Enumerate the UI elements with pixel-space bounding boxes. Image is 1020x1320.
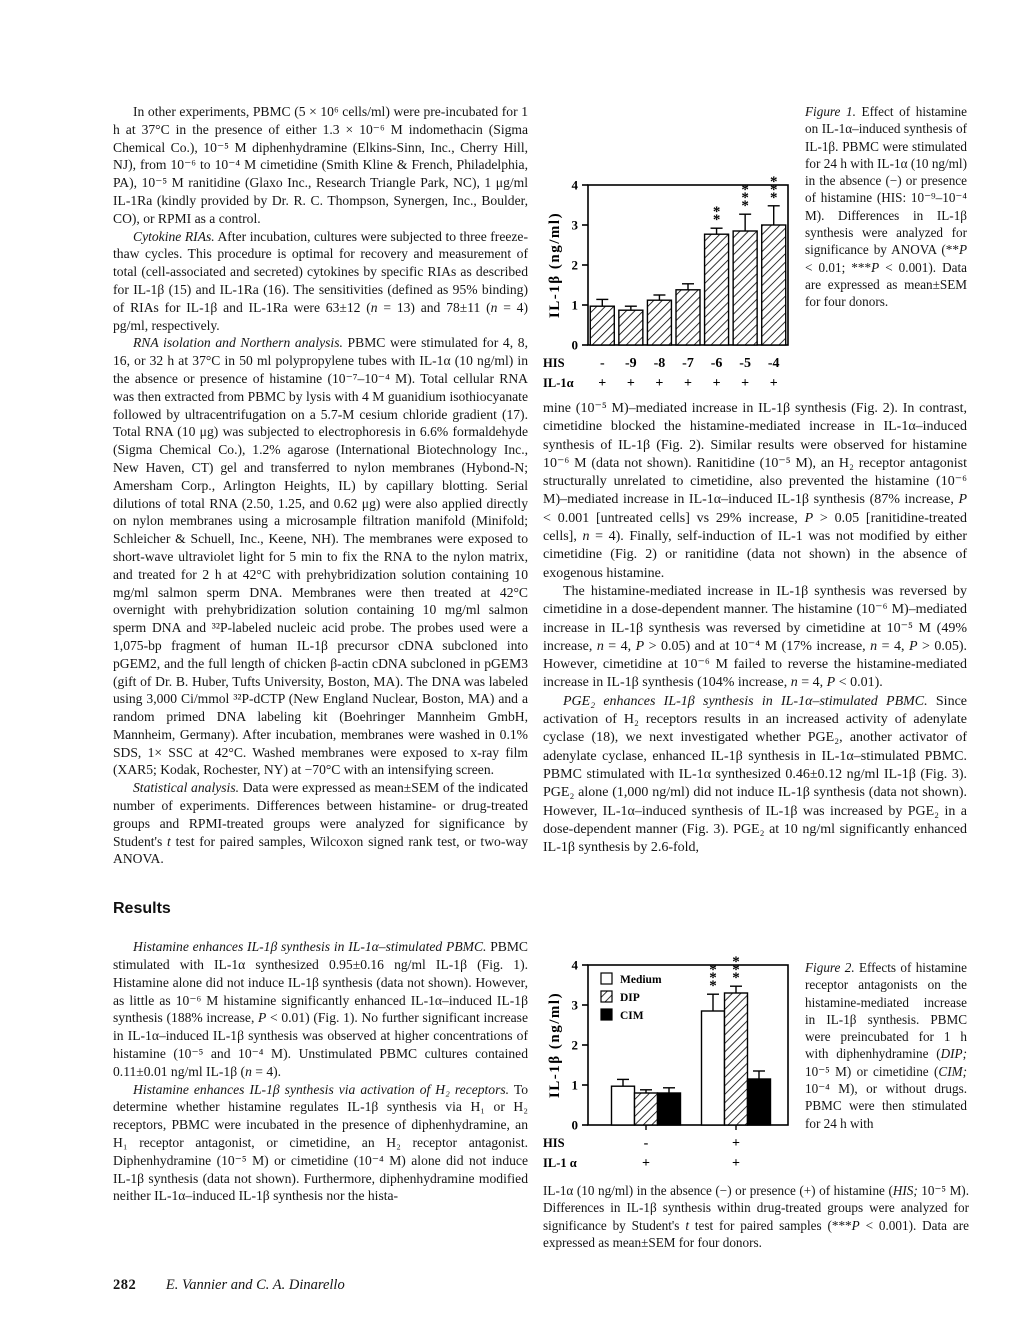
svg-text:*: * xyxy=(741,182,749,198)
svg-text:IL-1β (ng/ml): IL-1β (ng/ml) xyxy=(547,212,563,318)
svg-text:+: + xyxy=(732,1156,740,1171)
svg-text:*: * xyxy=(709,962,717,978)
paragraph: PGE₂ enhances IL-1β synthesis in IL-1α–s… xyxy=(543,693,968,856)
svg-text:*: * xyxy=(741,190,749,206)
svg-text:HIS: HIS xyxy=(543,356,565,370)
svg-text:*: * xyxy=(770,182,778,198)
svg-text:HIS: HIS xyxy=(543,1136,565,1150)
svg-text:+: + xyxy=(713,376,721,391)
paragraph: RNA isolation and Northern analysis. PBM… xyxy=(113,335,528,778)
svg-text:3: 3 xyxy=(572,218,579,233)
svg-text:4: 4 xyxy=(572,178,579,193)
svg-text:*: * xyxy=(770,190,778,206)
svg-text:-: - xyxy=(644,1136,649,1151)
paragraph: Statistical analysis. Data were expresse… xyxy=(113,780,528,867)
svg-text:-: - xyxy=(600,356,605,371)
svg-text:1: 1 xyxy=(572,1078,579,1093)
running-authors: E. Vannier and C. A. Dinarello xyxy=(165,1277,345,1293)
svg-text:*: * xyxy=(713,212,721,228)
svg-text:+: + xyxy=(627,376,635,391)
paragraph: Figure 2. Effects of histamine receptor … xyxy=(805,960,967,1131)
svg-text:+: + xyxy=(655,376,663,391)
svg-text:2: 2 xyxy=(572,1038,579,1053)
results-heading: Results xyxy=(113,900,171,918)
svg-text:+: + xyxy=(741,376,749,391)
figure2-caption-continuation: IL-1α (10 ng/ml) in the absence (−) or p… xyxy=(543,1182,969,1251)
svg-text:-4: -4 xyxy=(768,356,780,371)
svg-text:-7: -7 xyxy=(682,356,694,371)
svg-text:*: * xyxy=(770,174,778,190)
svg-text:DIP: DIP xyxy=(620,992,640,1004)
svg-text:0: 0 xyxy=(572,1118,579,1133)
svg-text:3: 3 xyxy=(572,998,579,1013)
svg-text:+: + xyxy=(732,1136,740,1151)
svg-text:*: * xyxy=(732,962,740,978)
svg-text:IL-1 α: IL-1 α xyxy=(543,1156,577,1170)
svg-text:-8: -8 xyxy=(654,356,666,371)
figure2-caption: Figure 2. Effects of histamine receptor … xyxy=(805,959,967,1132)
svg-text:*: * xyxy=(732,970,740,986)
paragraph: mine (10⁻⁵ M)–mediated increase in IL-1β… xyxy=(543,401,967,581)
paragraph: The histamine-mediated increase in IL-1β… xyxy=(543,583,967,691)
svg-text:-9: -9 xyxy=(625,356,637,371)
svg-text:Medium: Medium xyxy=(620,974,662,986)
results-text: Histamine enhances IL-1β synthesis in IL… xyxy=(113,938,528,1205)
svg-text:*: * xyxy=(713,204,721,220)
svg-text:1: 1 xyxy=(572,298,579,313)
svg-text:+: + xyxy=(684,376,692,391)
paragraph: Histamine enhances IL-1β synthesis in IL… xyxy=(113,939,528,1079)
svg-text:+: + xyxy=(642,1156,650,1171)
svg-text:4: 4 xyxy=(572,958,579,973)
svg-text:CIM: CIM xyxy=(620,1010,644,1022)
svg-text:*: * xyxy=(709,978,717,994)
paragraph: Cytokine RIAs. After incubation, culture… xyxy=(113,228,528,333)
svg-text:IL-1β (ng/ml): IL-1β (ng/ml) xyxy=(547,992,563,1098)
left-column: In other experiments, PBMC (5 × 10⁶ cell… xyxy=(113,103,528,1205)
svg-text:+: + xyxy=(598,376,606,391)
right-column-text: mine (10⁻⁵ M)–mediated increase in IL-1β… xyxy=(543,400,967,857)
svg-text:*: * xyxy=(741,198,749,214)
page-footer: 282 E. Vannier and C. A. Dinarello xyxy=(113,1277,345,1294)
svg-text:-5: -5 xyxy=(739,356,751,371)
page-number: 282 xyxy=(113,1277,137,1293)
paragraph: Histamine enhances IL-1β synthesis via a… xyxy=(113,1081,529,1204)
paragraph: Figure 1. Effect of histamine on IL-1α–i… xyxy=(805,104,968,310)
paragraph: In other experiments, PBMC (5 × 10⁶ cell… xyxy=(113,104,528,226)
svg-text:0: 0 xyxy=(572,338,579,353)
svg-text:-6: -6 xyxy=(711,356,723,371)
svg-text:2: 2 xyxy=(572,258,579,273)
figure1-caption: Figure 1. Effect of histamine on IL-1α–i… xyxy=(805,103,967,311)
paragraph: IL-1α (10 ng/ml) in the absence (−) or p… xyxy=(543,1183,969,1250)
svg-text:*: * xyxy=(709,970,717,986)
svg-text:IL-1α: IL-1α xyxy=(543,376,574,390)
svg-text:+: + xyxy=(770,376,778,391)
svg-text:*: * xyxy=(732,954,740,970)
methods-text: In other experiments, PBMC (5 × 10⁶ cell… xyxy=(113,103,528,868)
